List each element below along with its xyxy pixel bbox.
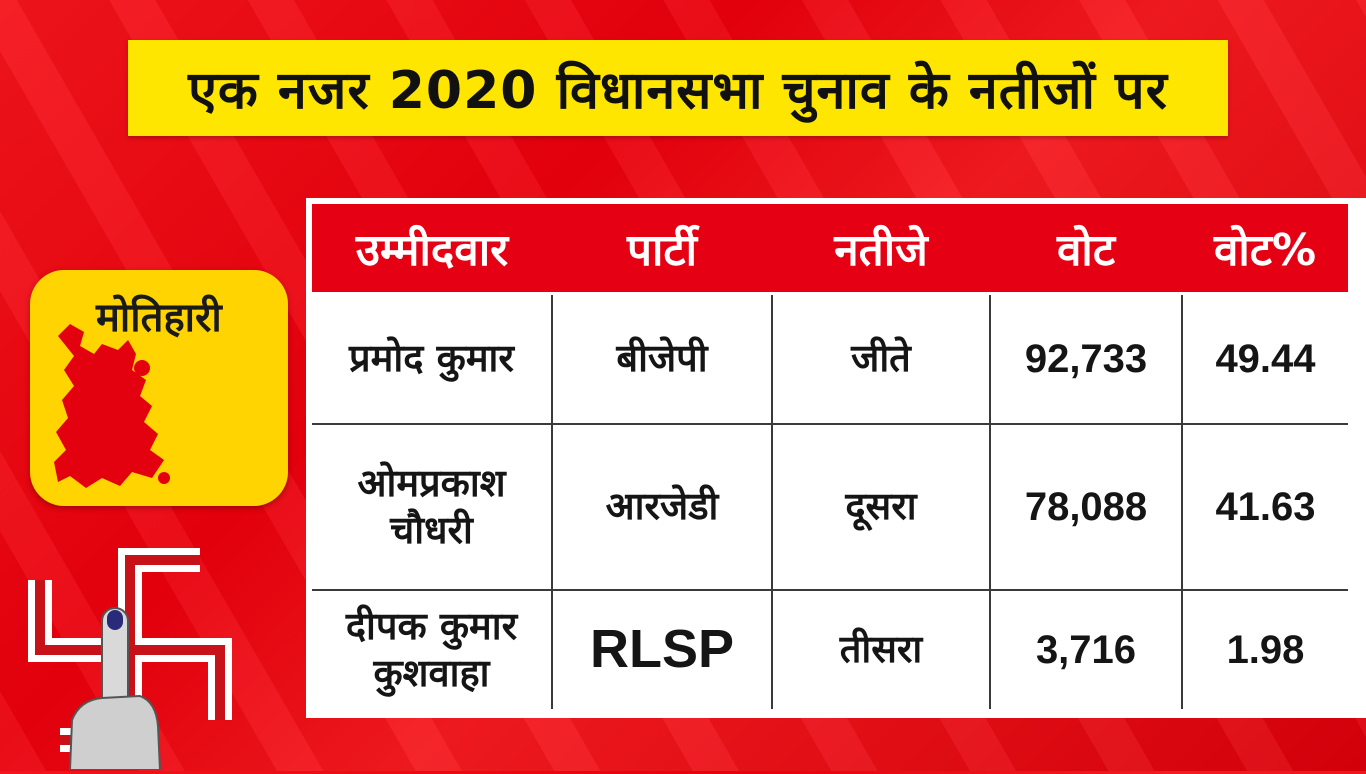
- candidate-name: प्रमोद कुमार: [312, 292, 553, 425]
- vote-percent: 41.63: [1181, 423, 1348, 591]
- header-votes: वोट: [990, 204, 1182, 295]
- header-party: पार्टी: [552, 204, 772, 295]
- vote-count: 78,088: [989, 423, 1183, 591]
- party-name: आरजेडी: [551, 423, 773, 591]
- district-name: मोतिहारी: [96, 295, 222, 341]
- vote-percent: 49.44: [1181, 292, 1348, 425]
- header-vote-percent: वोट%: [1182, 204, 1348, 295]
- vote-percent: 1.98: [1181, 589, 1348, 709]
- ballot-swastik-finger-icon: [10, 530, 250, 771]
- table-row: प्रमोद कुमार बीजेपी जीते 92,733 49.44: [312, 292, 1348, 425]
- header-candidate: उम्मीदवार: [312, 204, 552, 295]
- voting-finger-icon: [68, 607, 162, 771]
- result-status: जीते: [771, 292, 991, 425]
- header-result: नतीजे: [772, 204, 990, 295]
- result-status: तीसरा: [771, 589, 991, 709]
- table-header-row: उम्मीदवार पार्टी नतीजे वोट वोट%: [312, 204, 1348, 295]
- party-name: बीजेपी: [551, 292, 773, 425]
- result-status: दूसरा: [771, 423, 991, 591]
- district-card: मोतिहारी: [30, 270, 288, 506]
- table-row: ओमप्रकाश चौधरी आरजेडी दूसरा 78,088 41.63: [312, 423, 1348, 591]
- party-name: RLSP: [551, 589, 773, 709]
- vote-count: 3,716: [989, 589, 1183, 709]
- swastik-symbol-icon: [28, 548, 232, 771]
- table-row: दीपक कुमार कुशवाहा RLSP तीसरा 3,716 1.98: [312, 589, 1348, 709]
- page-title: एक नजर 2020 विधानसभा चुनाव के नतीजों पर: [188, 60, 1168, 121]
- title-banner: एक नजर 2020 विधानसभा चुनाव के नतीजों पर: [128, 40, 1228, 136]
- candidate-name: ओमप्रकाश चौधरी: [312, 423, 553, 591]
- results-table: उम्मीदवार पार्टी नतीजे वोट वोट% प्रमोद क…: [306, 198, 1366, 718]
- district-map-icon: [54, 324, 170, 488]
- candidate-name: दीपक कुमार कुशवाहा: [312, 589, 553, 709]
- vote-count: 92,733: [989, 292, 1183, 425]
